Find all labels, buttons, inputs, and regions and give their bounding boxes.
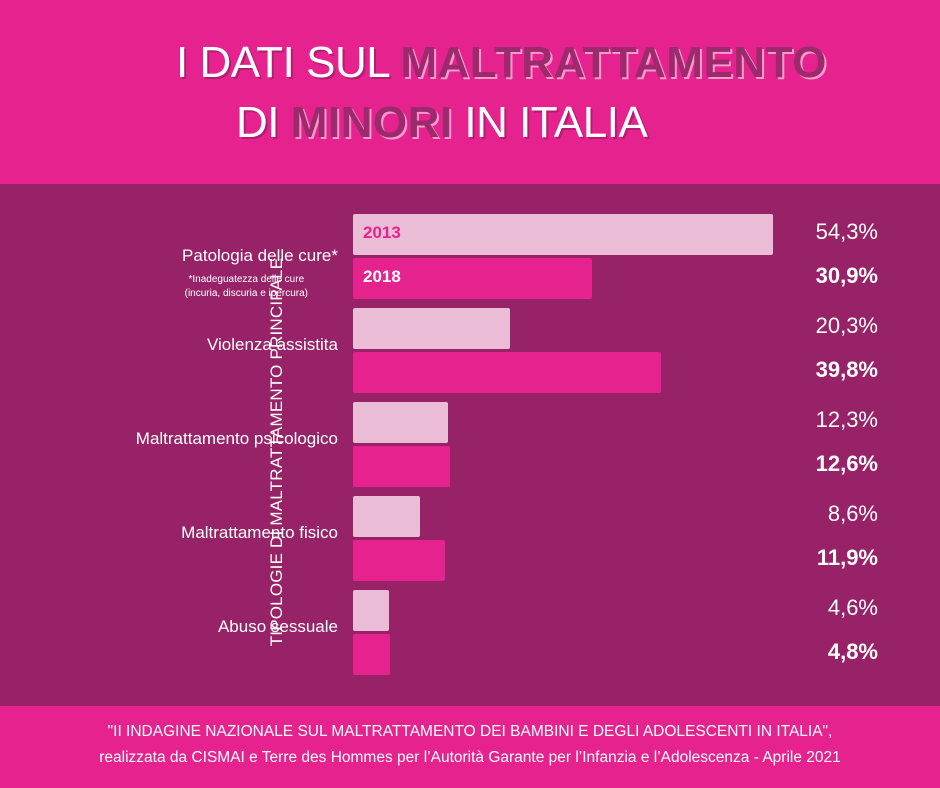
value-label-2013-abuso-sessuale: 4,6%	[827, 595, 878, 620]
value-label-2018-patologia-delle-cure: 30,9%	[815, 263, 878, 288]
category-footnote: *Inadeguatezza delle cure (incuria, discu…	[185, 273, 308, 301]
value-label-2018-maltrattamento-psicologico: 12,6%	[815, 451, 878, 476]
bar-2018-patologia-delle-cure: 2018	[353, 258, 592, 299]
legend-2018: 2018	[363, 267, 401, 286]
bar-2018-violenza-assistita	[353, 352, 661, 393]
value-label-2018-maltrattamento-fisico: 11,9%	[816, 545, 878, 570]
title-line-2-pre: DI	[236, 98, 291, 147]
legend-2013: 2013	[363, 223, 401, 242]
bar-2013-violenza-assistita	[353, 308, 510, 349]
header: I DATI SUL MALTRATTAMENTO DI MINORI IN I…	[0, 0, 940, 184]
category-label-violenza-assistita: Violenza assistita	[206, 335, 338, 354]
bar-2013-maltrattamento-fisico	[353, 496, 420, 537]
bar-2013-abuso-sessuale	[353, 590, 389, 631]
category-label-maltrattamento-psicologico: Maltrattamento psicologico	[135, 429, 338, 448]
value-label-2013-maltrattamento-psicologico: 12,3%	[815, 407, 878, 432]
value-label-2013-maltrattamento-fisico: 8,6%	[827, 501, 878, 526]
category-label-abuso-sessuale: Abuso sessuale	[217, 617, 338, 636]
title-line-2-post: IN ITALIA	[452, 98, 648, 147]
title-highlight-maltrattamento: MALTRATTAMENTO	[400, 38, 827, 87]
footer-source: "II INDAGINE NAZIONALE SUL MALTRATTAMENT…	[0, 706, 940, 788]
category-footnote-line-1: *Inadeguatezza delle cure	[188, 274, 305, 285]
category-label-patologia-delle-cure: Patologia delle cure*	[182, 246, 338, 265]
bar-2013-patologia-delle-cure: 2013	[353, 214, 773, 255]
title-line-1-pre: I DATI SUL	[176, 38, 401, 87]
category-footnote-line-2: (incuria, discuria e ipercura)	[184, 288, 308, 299]
title-line-1: I DATI SUL MALTRATTAMENTO	[176, 38, 827, 88]
title-highlight-minori: MINORI	[290, 98, 453, 147]
category-label-maltrattamento-fisico: Maltrattamento fisico	[181, 523, 338, 542]
value-label-2013-violenza-assistita: 20,3%	[815, 313, 878, 338]
value-label-2018-violenza-assistita: 39,8%	[815, 357, 878, 382]
bar-2013-maltrattamento-psicologico	[353, 402, 448, 443]
bar-2018-maltrattamento-psicologico	[353, 446, 450, 487]
value-label-2018-abuso-sessuale: 4,8%	[827, 639, 878, 664]
bar-2018-maltrattamento-fisico	[353, 540, 445, 581]
value-label-2013-patologia-delle-cure: 54,3%	[815, 219, 878, 244]
bar-2018-abuso-sessuale	[353, 634, 390, 675]
title-line-2: DI MINORI IN ITALIA	[236, 98, 648, 148]
source-line-2: realizzata da CISMAI e Terre des Hommes …	[99, 749, 841, 766]
source-line-1: "II INDAGINE NAZIONALE SUL MALTRATTAMENT…	[107, 723, 833, 740]
